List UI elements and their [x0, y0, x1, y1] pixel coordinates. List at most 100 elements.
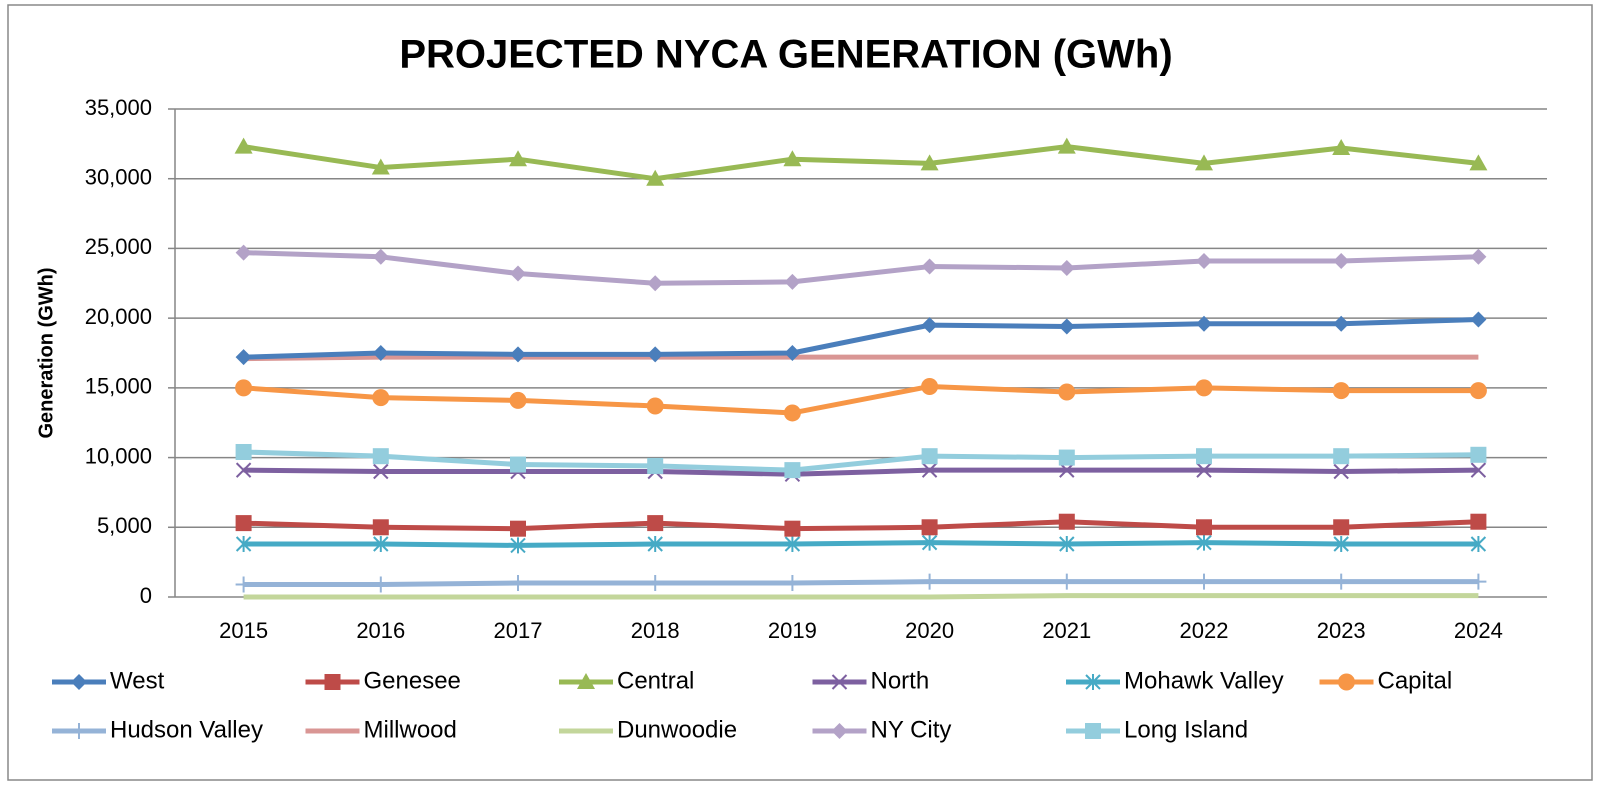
- data-point: [235, 576, 252, 593]
- data-point: [1058, 573, 1075, 590]
- data-point: [1333, 519, 1350, 536]
- data-point: [783, 404, 801, 422]
- data-point: [1470, 513, 1487, 530]
- data-point: [1059, 536, 1075, 553]
- x-tick-label: 2023: [1317, 618, 1366, 643]
- data-point: [1058, 383, 1076, 401]
- data-point: [510, 346, 526, 363]
- x-tick-label: 2020: [905, 618, 954, 643]
- data-point: [646, 397, 664, 415]
- y-tick-label: 0: [140, 583, 152, 608]
- legend-marker: [577, 673, 595, 689]
- data-point: [1469, 154, 1488, 171]
- series-line: [243, 317, 1479, 360]
- data-point: [235, 462, 252, 478]
- data-point: [510, 537, 526, 554]
- data-point: [510, 265, 526, 282]
- y-tick-label: 5,000: [97, 513, 152, 538]
- data-point: [509, 150, 527, 167]
- data-point: [784, 520, 801, 537]
- data-point: [1470, 536, 1487, 553]
- data-point: [1196, 315, 1212, 332]
- legend-marker: [1085, 674, 1101, 690]
- x-tick-label: 2024: [1454, 618, 1503, 643]
- series-line: [243, 579, 1479, 587]
- data-point: [510, 520, 526, 537]
- data-point: [372, 248, 389, 265]
- legend-label: Central: [617, 667, 694, 694]
- data-point: [1058, 318, 1075, 335]
- data-point: [372, 519, 389, 536]
- data-point: [1333, 448, 1350, 465]
- data-point: [510, 575, 526, 592]
- legend-marker: [831, 723, 848, 739]
- data-point: [783, 150, 802, 167]
- data-point: [1333, 573, 1350, 590]
- data-point: [647, 515, 664, 532]
- legend-marker: [71, 674, 87, 690]
- x-tick-label: 2021: [1042, 618, 1091, 643]
- legend-label: West: [110, 667, 165, 694]
- data-point: [1196, 519, 1212, 536]
- data-point: [921, 462, 938, 478]
- data-point: [235, 379, 253, 397]
- data-point: [1058, 513, 1075, 530]
- y-tick-label: 10,000: [85, 443, 152, 468]
- data-point: [1333, 315, 1350, 332]
- data-point: [235, 536, 252, 553]
- data-point: [921, 519, 938, 536]
- data-point: [1058, 449, 1075, 466]
- data-point: [1333, 252, 1350, 269]
- data-point: [1470, 248, 1487, 265]
- data-point: [235, 349, 252, 366]
- legend-label: NY City: [871, 716, 952, 743]
- series-line: [243, 540, 1479, 548]
- x-tick-label: 2019: [768, 618, 817, 643]
- data-point: [921, 258, 938, 275]
- data-point: [1196, 573, 1212, 590]
- series-line: [243, 593, 1479, 600]
- data-point: [372, 389, 390, 407]
- data-point: [1469, 382, 1487, 400]
- data-point: [1196, 252, 1212, 269]
- data-point: [921, 448, 938, 465]
- data-point: [510, 456, 526, 473]
- data-point: [234, 137, 253, 154]
- y-tick-label: 20,000: [85, 304, 152, 329]
- data-point: [235, 244, 252, 261]
- data-point: [784, 462, 801, 479]
- data-point: [1332, 382, 1350, 400]
- series-line: [243, 383, 1479, 416]
- series-line: [243, 449, 1479, 473]
- legend-label: Millwood: [364, 716, 457, 743]
- legend-label: Long Island: [1124, 716, 1248, 743]
- data-point: [1332, 139, 1351, 156]
- data-point: [372, 345, 389, 361]
- data-point: [647, 275, 664, 292]
- data-point: [1057, 137, 1076, 154]
- data-point: [373, 536, 389, 553]
- chart-title: PROJECTED NYCA GENERATION (GWh): [399, 33, 1172, 77]
- legend-label: Hudson Valley: [110, 716, 263, 743]
- data-point: [647, 536, 663, 553]
- legend-marker: [324, 674, 341, 690]
- series-line: [243, 250, 1479, 286]
- legend-label: Dunwoodie: [617, 716, 737, 743]
- x-tick-label: 2018: [631, 618, 680, 643]
- data-point: [509, 391, 527, 409]
- data-point: [920, 154, 939, 171]
- legend-marker: [1085, 723, 1101, 739]
- series-line: [243, 519, 1479, 532]
- data-point: [921, 534, 938, 551]
- data-point: [1333, 463, 1349, 480]
- data-point: [784, 345, 801, 361]
- data-point: [1196, 534, 1212, 551]
- y-tick-label: 15,000: [85, 374, 152, 399]
- legend-label: Capital: [1378, 667, 1453, 694]
- data-point: [784, 575, 801, 592]
- data-point: [373, 463, 389, 480]
- series-line: [243, 144, 1479, 182]
- data-point: [235, 443, 252, 460]
- data-point: [371, 158, 390, 175]
- legend-marker: [831, 674, 848, 690]
